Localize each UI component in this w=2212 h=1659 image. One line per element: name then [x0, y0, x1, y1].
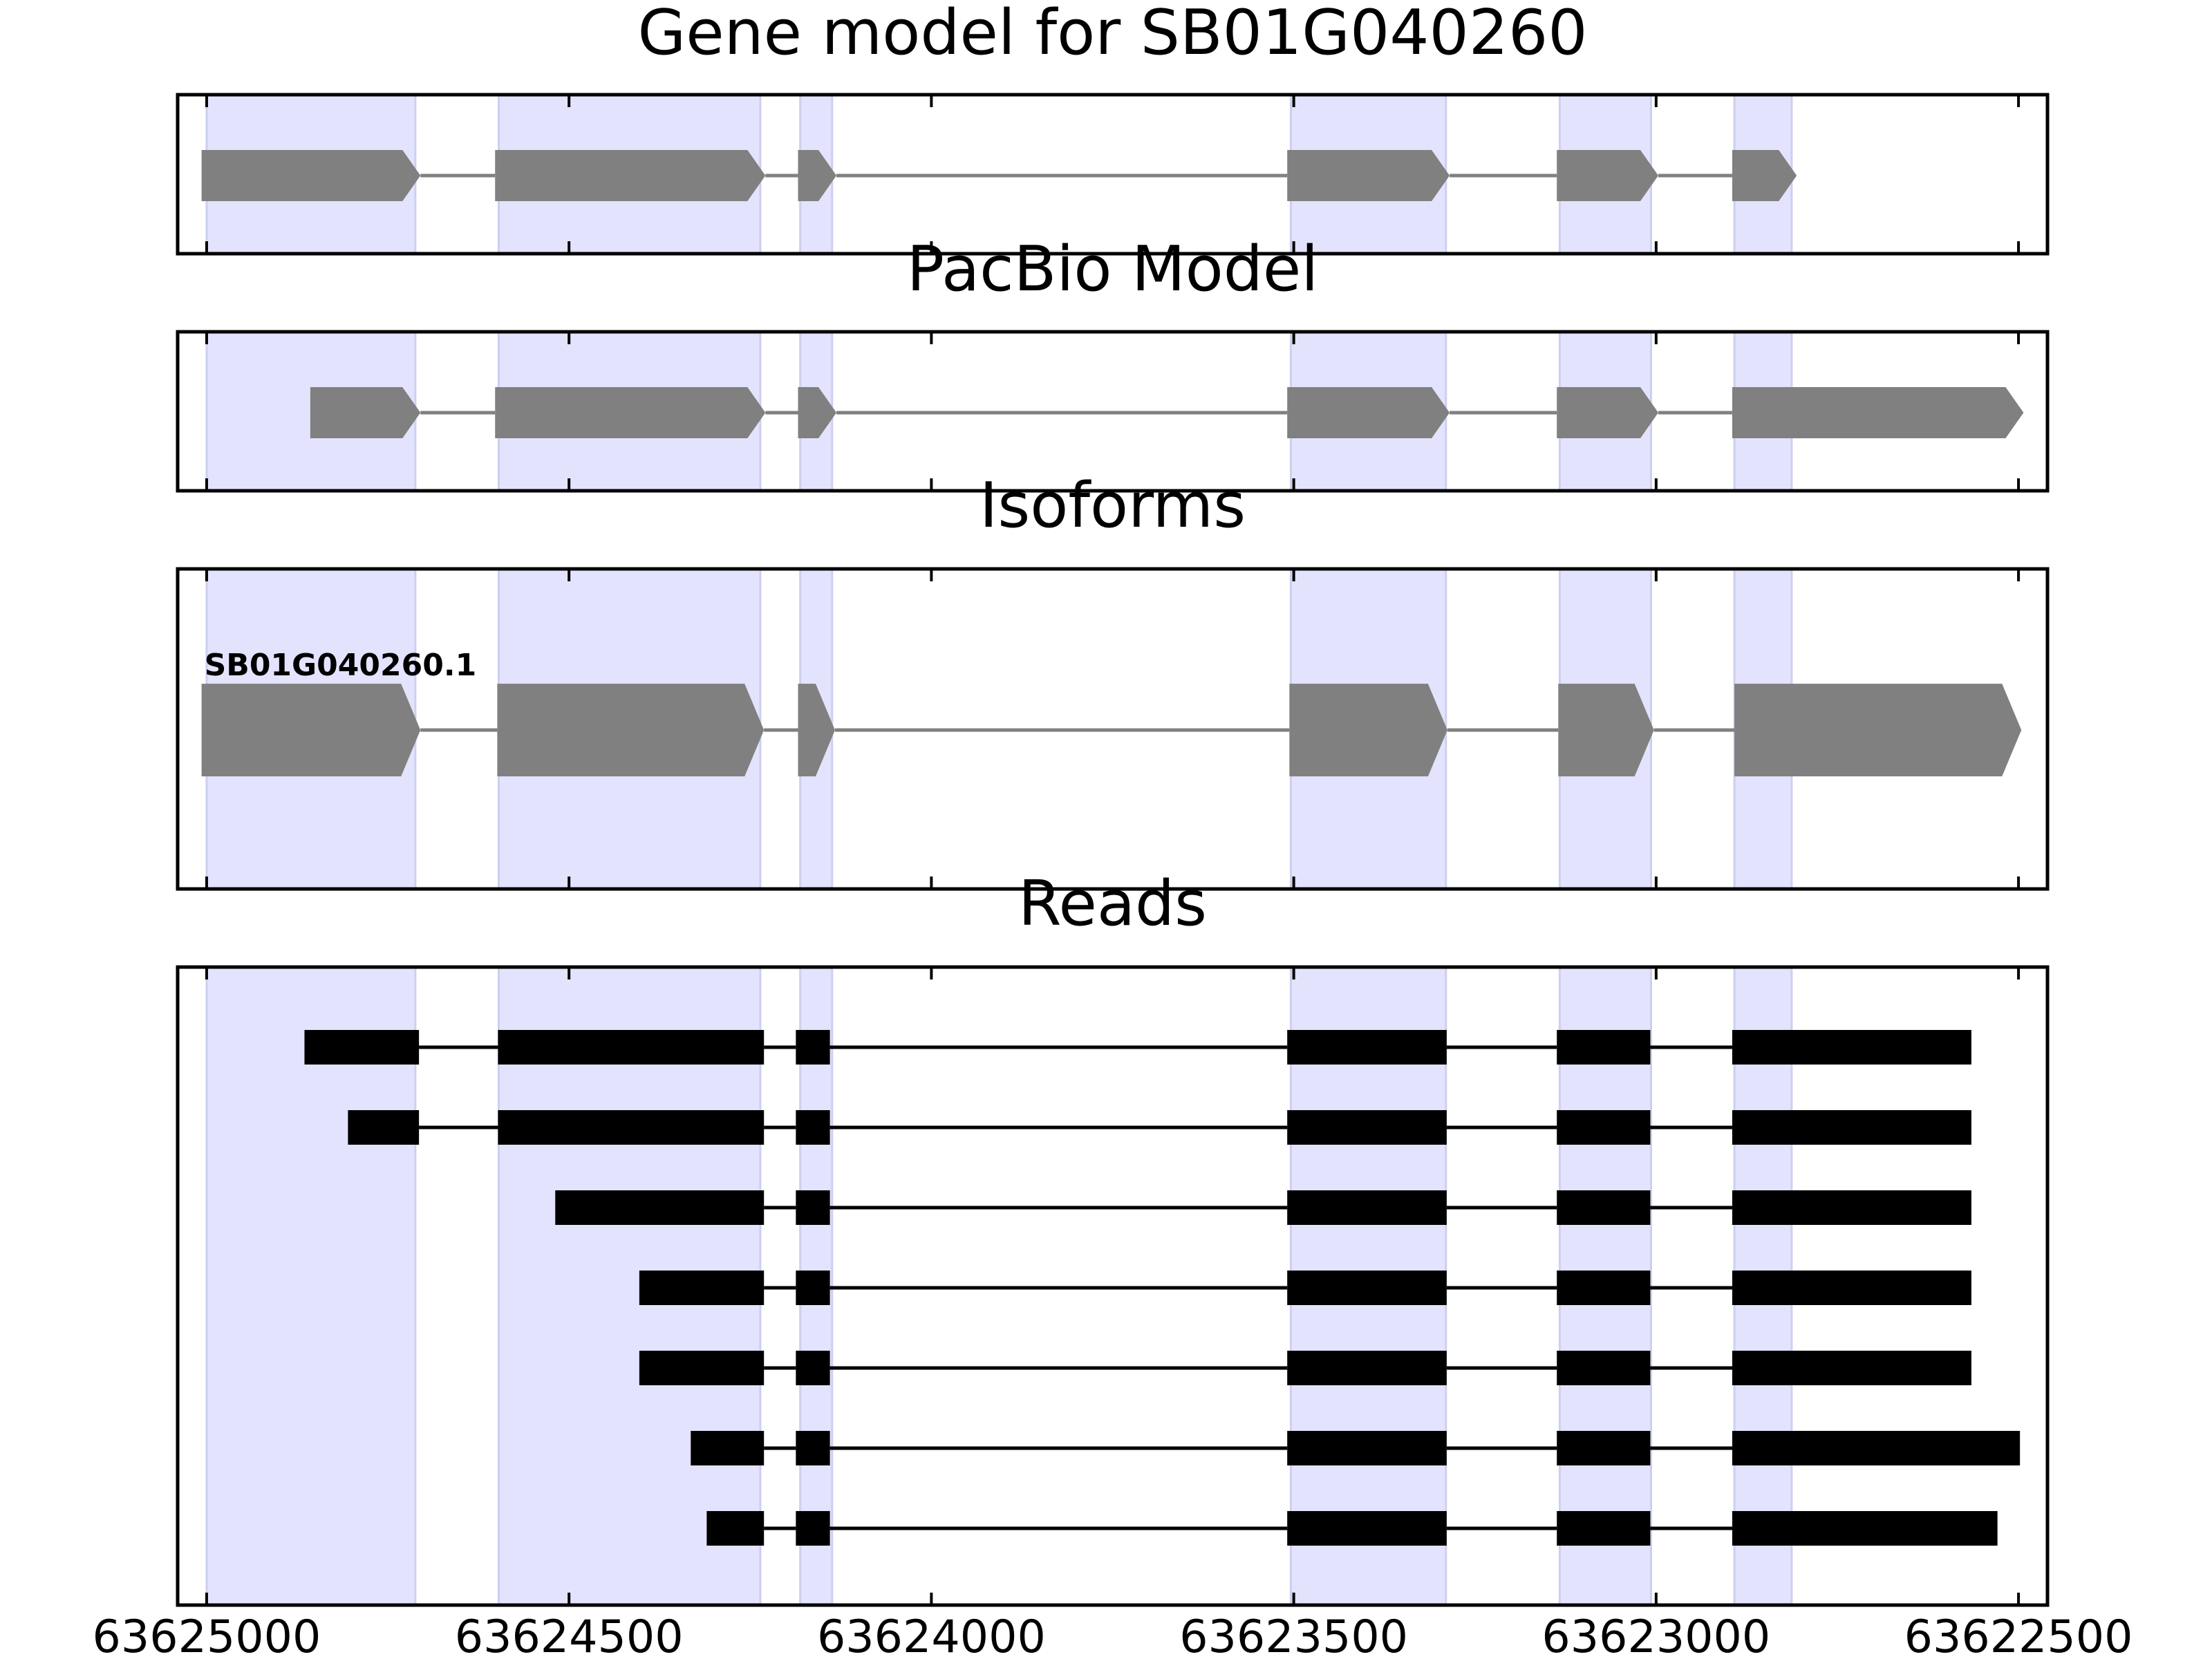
read-exon [1557, 1511, 1651, 1546]
read-exon [1557, 1431, 1651, 1465]
read-exon [1287, 1431, 1447, 1465]
exon-arrow [1558, 684, 1654, 777]
panel-title: Gene model for SB01G040260 [637, 0, 1587, 69]
read-exon [555, 1190, 765, 1225]
read-exon [1287, 1351, 1447, 1385]
read-exon [498, 1110, 765, 1145]
panel-1: Gene model for SB01G040260 [176, 0, 2050, 256]
exon-arrow [201, 684, 421, 777]
read-track [555, 1190, 1971, 1225]
panel-title: Reads [1018, 868, 1207, 940]
exon-arrow [1287, 387, 1450, 438]
read-exon [1287, 1271, 1447, 1305]
x-tick-label: 63625000 [93, 1611, 321, 1659]
read-exon [796, 1431, 830, 1465]
x-tick-label: 63623000 [1541, 1611, 1770, 1659]
exon-arrow [310, 387, 421, 438]
panel-2: PacBio Model [176, 233, 2050, 493]
exon-arrow [497, 684, 765, 777]
read-track [304, 1030, 1971, 1065]
exon-arrow [798, 150, 837, 201]
read-exon [691, 1431, 765, 1465]
exon-arrow [1557, 150, 1658, 201]
exon-arrow [201, 150, 421, 201]
read-exon [639, 1351, 765, 1385]
read-exon [1732, 1030, 1971, 1065]
panel-3: SB01G040260.1 Isoforms [176, 469, 2050, 891]
read-exon [1557, 1351, 1651, 1385]
exon-arrow [1732, 387, 2024, 438]
x-tick-label: 63622500 [1904, 1611, 2133, 1659]
read-track [639, 1351, 1971, 1385]
read-track [639, 1271, 1971, 1305]
exon-arrow [495, 150, 766, 201]
read-exon [1557, 1110, 1651, 1145]
read-exon [1557, 1190, 1651, 1225]
x-tick-label: 63624500 [455, 1611, 684, 1659]
read-exon [1557, 1030, 1651, 1065]
gene-model-track [201, 150, 1797, 201]
read-exon [498, 1030, 765, 1065]
read-exon [348, 1110, 420, 1145]
read-track [706, 1511, 1998, 1546]
read-exon [304, 1030, 420, 1065]
read-track [691, 1431, 2021, 1465]
gene-model-track: SB01G040260.1 [201, 648, 2022, 777]
exon-arrow [1732, 150, 1797, 201]
exon-arrow [495, 387, 766, 438]
read-exon [1732, 1351, 1971, 1385]
read-exon [1732, 1190, 1971, 1225]
panel-frame [176, 965, 2050, 1607]
panel-title: PacBio Model [907, 233, 1319, 306]
read-exon [796, 1190, 830, 1225]
panel-frame [176, 567, 2050, 891]
read-exon [796, 1030, 830, 1065]
read-exon [1287, 1110, 1447, 1145]
panel-frame [176, 330, 2050, 493]
read-exon [796, 1271, 830, 1305]
read-exon [639, 1271, 765, 1305]
x-tick-label: 63624000 [817, 1611, 1046, 1659]
gene-model-track [310, 387, 2024, 438]
exon-arrow [1557, 387, 1658, 438]
exon-arrow [1289, 684, 1447, 777]
read-exon [1287, 1511, 1447, 1546]
read-track [348, 1110, 1971, 1145]
x-tick-label: 63623500 [1179, 1611, 1408, 1659]
isoform-label: SB01G040260.1 [205, 648, 477, 683]
read-exon [796, 1110, 830, 1145]
panel-frame [176, 93, 2050, 256]
exon-arrow [1287, 150, 1450, 201]
read-exon [1287, 1190, 1447, 1225]
read-exon [1732, 1511, 1998, 1546]
shaded-region [205, 966, 417, 1606]
read-exon [1732, 1110, 1971, 1145]
exon-arrow [798, 684, 835, 777]
read-exon [1732, 1431, 2021, 1465]
read-exon [1557, 1271, 1651, 1305]
x-axis-tick-labels: 63625000 63624500 63624000 63623500 63623000… [93, 1611, 2133, 1659]
read-exon [1287, 1030, 1447, 1065]
panel-title: Isoforms [980, 469, 1246, 542]
exon-arrow [1734, 684, 2022, 777]
read-exon [1732, 1271, 1971, 1305]
read-exon [796, 1351, 830, 1385]
read-exon [706, 1511, 765, 1546]
panel-4: Reads [176, 868, 2050, 1607]
read-exon [796, 1511, 830, 1546]
exon-arrow [798, 387, 837, 438]
